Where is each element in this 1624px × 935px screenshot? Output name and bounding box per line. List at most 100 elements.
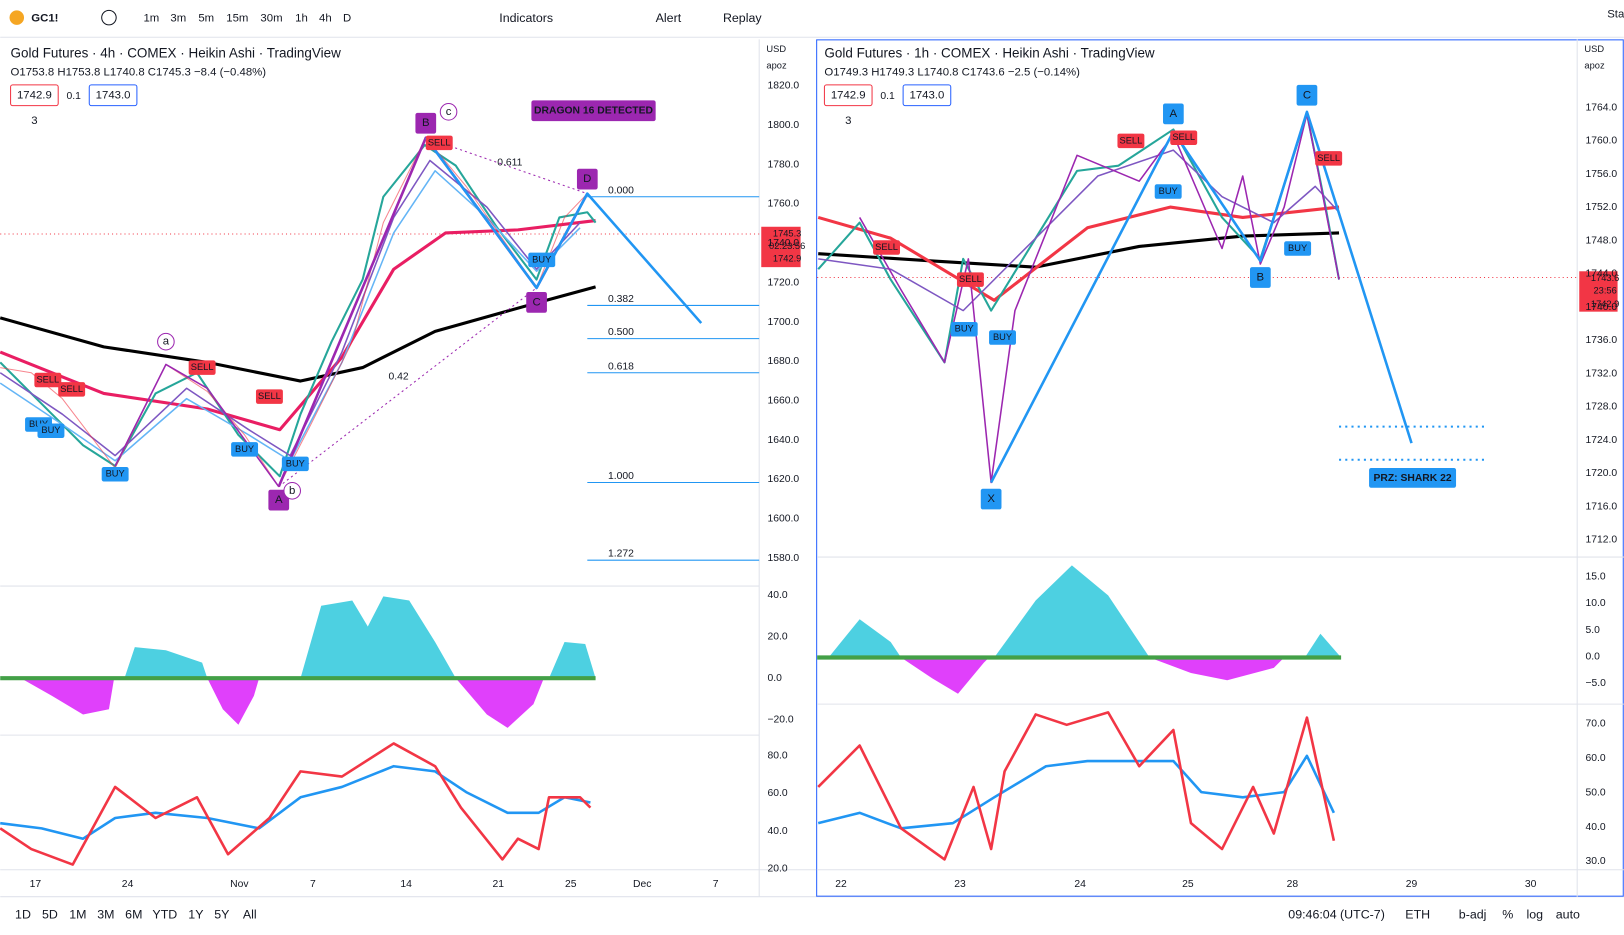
interval[interactable]: 4h bbox=[319, 13, 332, 25]
signal-box bbox=[956, 272, 984, 287]
auto-toggle[interactable]: auto bbox=[1556, 908, 1580, 922]
price-tag-text: 1745.3 bbox=[773, 228, 801, 238]
alert-button[interactable]: Alert bbox=[656, 11, 682, 25]
scale-mode[interactable]: apoz bbox=[766, 61, 787, 71]
pattern-point-box bbox=[980, 488, 1002, 510]
fib-level: 0.500 bbox=[608, 327, 634, 338]
price-axis-label: 1780.0 bbox=[767, 159, 799, 170]
interval[interactable]: 30m bbox=[260, 13, 282, 25]
study-count[interactable]: 3 bbox=[31, 115, 37, 127]
toolbar-right[interactable]: Sta bbox=[1607, 8, 1624, 20]
percent-toggle[interactable]: % bbox=[1502, 908, 1513, 922]
banner: PRZ: SHARK 22 bbox=[1373, 473, 1451, 484]
fib-level: 0.382 bbox=[608, 294, 634, 305]
price-axis-label: 1716.0 bbox=[1585, 501, 1617, 512]
signal: BUY bbox=[286, 458, 305, 468]
fib-level: 1.000 bbox=[608, 471, 634, 482]
price-axis-label: 1752.0 bbox=[1585, 202, 1617, 213]
pattern-point-box bbox=[268, 489, 290, 511]
price-axis-label: 1748.0 bbox=[1585, 235, 1617, 246]
signal: BUY bbox=[41, 425, 60, 435]
signal: SELL bbox=[36, 374, 59, 384]
price-tag-text: 1742.9 bbox=[773, 253, 801, 263]
add-symbol[interactable] bbox=[101, 9, 117, 26]
interval[interactable]: 1h bbox=[295, 13, 308, 25]
rsi-axis-label: 40.0 bbox=[1585, 822, 1605, 833]
signal-box bbox=[231, 442, 259, 457]
adjust[interactable]: b-adj bbox=[1459, 908, 1487, 922]
indicators-button[interactable]: Indicators bbox=[499, 11, 553, 25]
time-axis-label: 22 bbox=[835, 879, 847, 890]
symbol[interactable]: GC1! bbox=[31, 13, 58, 25]
time-axis-label: 17 bbox=[30, 879, 42, 890]
rsi-axis-label: 60.0 bbox=[1585, 753, 1605, 764]
pattern-point: C bbox=[1303, 89, 1311, 101]
osc-axis-label: 0.0 bbox=[767, 673, 782, 684]
scale-mode[interactable]: apoz bbox=[1584, 61, 1605, 71]
signal-box bbox=[101, 466, 129, 482]
rsi-axis-label: 30.0 bbox=[1585, 856, 1605, 867]
price-axis-label: 1720.0 bbox=[767, 277, 799, 288]
signal-box bbox=[255, 389, 283, 404]
interval[interactable]: 5m bbox=[198, 13, 214, 25]
range-button[interactable]: 5D bbox=[42, 908, 58, 922]
pattern-point-box bbox=[415, 112, 437, 134]
price-axis-label: 1764.0 bbox=[1585, 102, 1617, 113]
pattern-point: B bbox=[1257, 271, 1265, 283]
price-axis-label: 1720.0 bbox=[1585, 468, 1617, 479]
range-button[interactable]: 1D bbox=[15, 908, 31, 922]
bid: 1742.9 bbox=[831, 89, 866, 101]
top-toolbar bbox=[0, 0, 1624, 38]
time-axis-label: 24 bbox=[1074, 879, 1086, 890]
left-plot bbox=[0, 136, 760, 866]
ratio: 0.42 bbox=[389, 372, 409, 383]
wave-label: c bbox=[446, 106, 452, 118]
session[interactable]: ETH bbox=[1405, 908, 1430, 922]
currency[interactable]: USD bbox=[766, 44, 786, 54]
signal-box bbox=[425, 135, 453, 151]
interval[interactable]: 15m bbox=[226, 13, 248, 25]
range-button[interactable]: YTD bbox=[152, 908, 177, 922]
rsi-axis-label: 80.0 bbox=[767, 751, 787, 762]
active-pane-border bbox=[816, 39, 1624, 897]
price-axis-label: 1820.0 bbox=[767, 81, 799, 92]
step: 0.1 bbox=[880, 91, 895, 102]
wave-label: b bbox=[289, 485, 295, 497]
wave-label: a bbox=[163, 336, 170, 348]
price-axis-label: 1756.0 bbox=[1585, 169, 1617, 180]
signal: BUY bbox=[1159, 186, 1178, 196]
left-price-tag bbox=[761, 226, 801, 268]
time-axis-label: 24 bbox=[122, 879, 134, 890]
price-axis-label: 1760.0 bbox=[767, 199, 799, 210]
left-banner-box bbox=[531, 100, 656, 122]
signal: SELL bbox=[959, 274, 982, 284]
replay-button[interactable]: Replay bbox=[723, 11, 762, 25]
osc-axis-label: −5.0 bbox=[1585, 678, 1606, 689]
study-count[interactable]: 3 bbox=[845, 115, 851, 127]
pattern-point: C bbox=[532, 296, 540, 308]
interval[interactable]: 3m bbox=[170, 13, 186, 25]
range-button[interactable]: 1M bbox=[69, 908, 86, 922]
range-button[interactable]: All bbox=[243, 908, 257, 922]
currency[interactable]: USD bbox=[1584, 44, 1604, 54]
osc-axis-label: 15.0 bbox=[1585, 571, 1605, 582]
signal-box bbox=[989, 330, 1016, 345]
wave-circle bbox=[283, 481, 302, 500]
osc-axis-label: 0.0 bbox=[1585, 651, 1600, 662]
ohlc: O1753.8 H1753.8 L1740.8 C1745.3 −8.4 (−0… bbox=[11, 66, 267, 78]
log-toggle[interactable]: log bbox=[1526, 908, 1543, 922]
rsi-axis-label: 60.0 bbox=[767, 788, 787, 799]
interval[interactable]: 1m bbox=[143, 13, 159, 25]
pattern-point-box bbox=[526, 291, 547, 313]
range-button[interactable]: 1Y bbox=[188, 908, 203, 922]
range-button[interactable]: 3M bbox=[97, 908, 114, 922]
range-button[interactable]: 6M bbox=[125, 908, 142, 922]
range-button[interactable]: 5Y bbox=[214, 908, 229, 922]
signal: SELL bbox=[1317, 153, 1340, 163]
signal: BUY bbox=[955, 324, 974, 334]
signal: SELL bbox=[191, 362, 214, 372]
price-axis-label: 1732.0 bbox=[1585, 368, 1617, 379]
interval[interactable]: D bbox=[343, 13, 351, 25]
price-axis-label: 1680.0 bbox=[767, 356, 799, 367]
signal-box bbox=[34, 372, 62, 388]
